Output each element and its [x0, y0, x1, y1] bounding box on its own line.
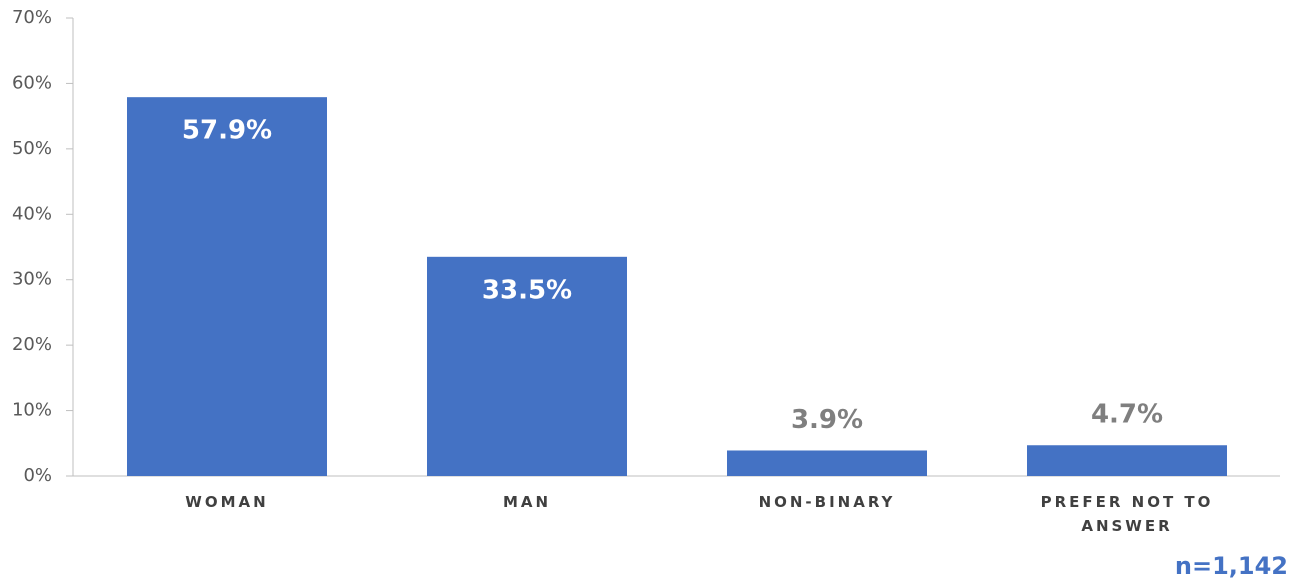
x-tick-label: WOMAN: [185, 493, 269, 511]
y-tick-label: 10%: [12, 400, 52, 421]
bar: [727, 450, 927, 476]
x-tick-label: MAN: [502, 493, 552, 511]
y-tick-label: 30%: [12, 269, 52, 290]
value-label: 57.9%: [182, 116, 272, 146]
x-tick-label: PREFER NOT TO ANSWER: [1040, 493, 1214, 535]
y-tick-label: 0%: [23, 465, 52, 486]
y-tick-label: 70%: [12, 7, 52, 28]
bar: [1027, 445, 1227, 476]
y-tick-label: 40%: [12, 203, 52, 224]
bar: [427, 256, 627, 476]
value-label: 4.7%: [1091, 400, 1163, 430]
y-tick-label: 60%: [12, 72, 52, 93]
annotation: n=1,142: [1174, 552, 1288, 580]
value-label: 33.5%: [482, 275, 572, 305]
y-tick-label: 20%: [12, 334, 52, 355]
bar: [127, 97, 327, 476]
y-tick-label: 50%: [12, 138, 52, 159]
value-label: 3.9%: [791, 405, 863, 435]
x-tick-label: NON-BINARY: [758, 493, 896, 511]
